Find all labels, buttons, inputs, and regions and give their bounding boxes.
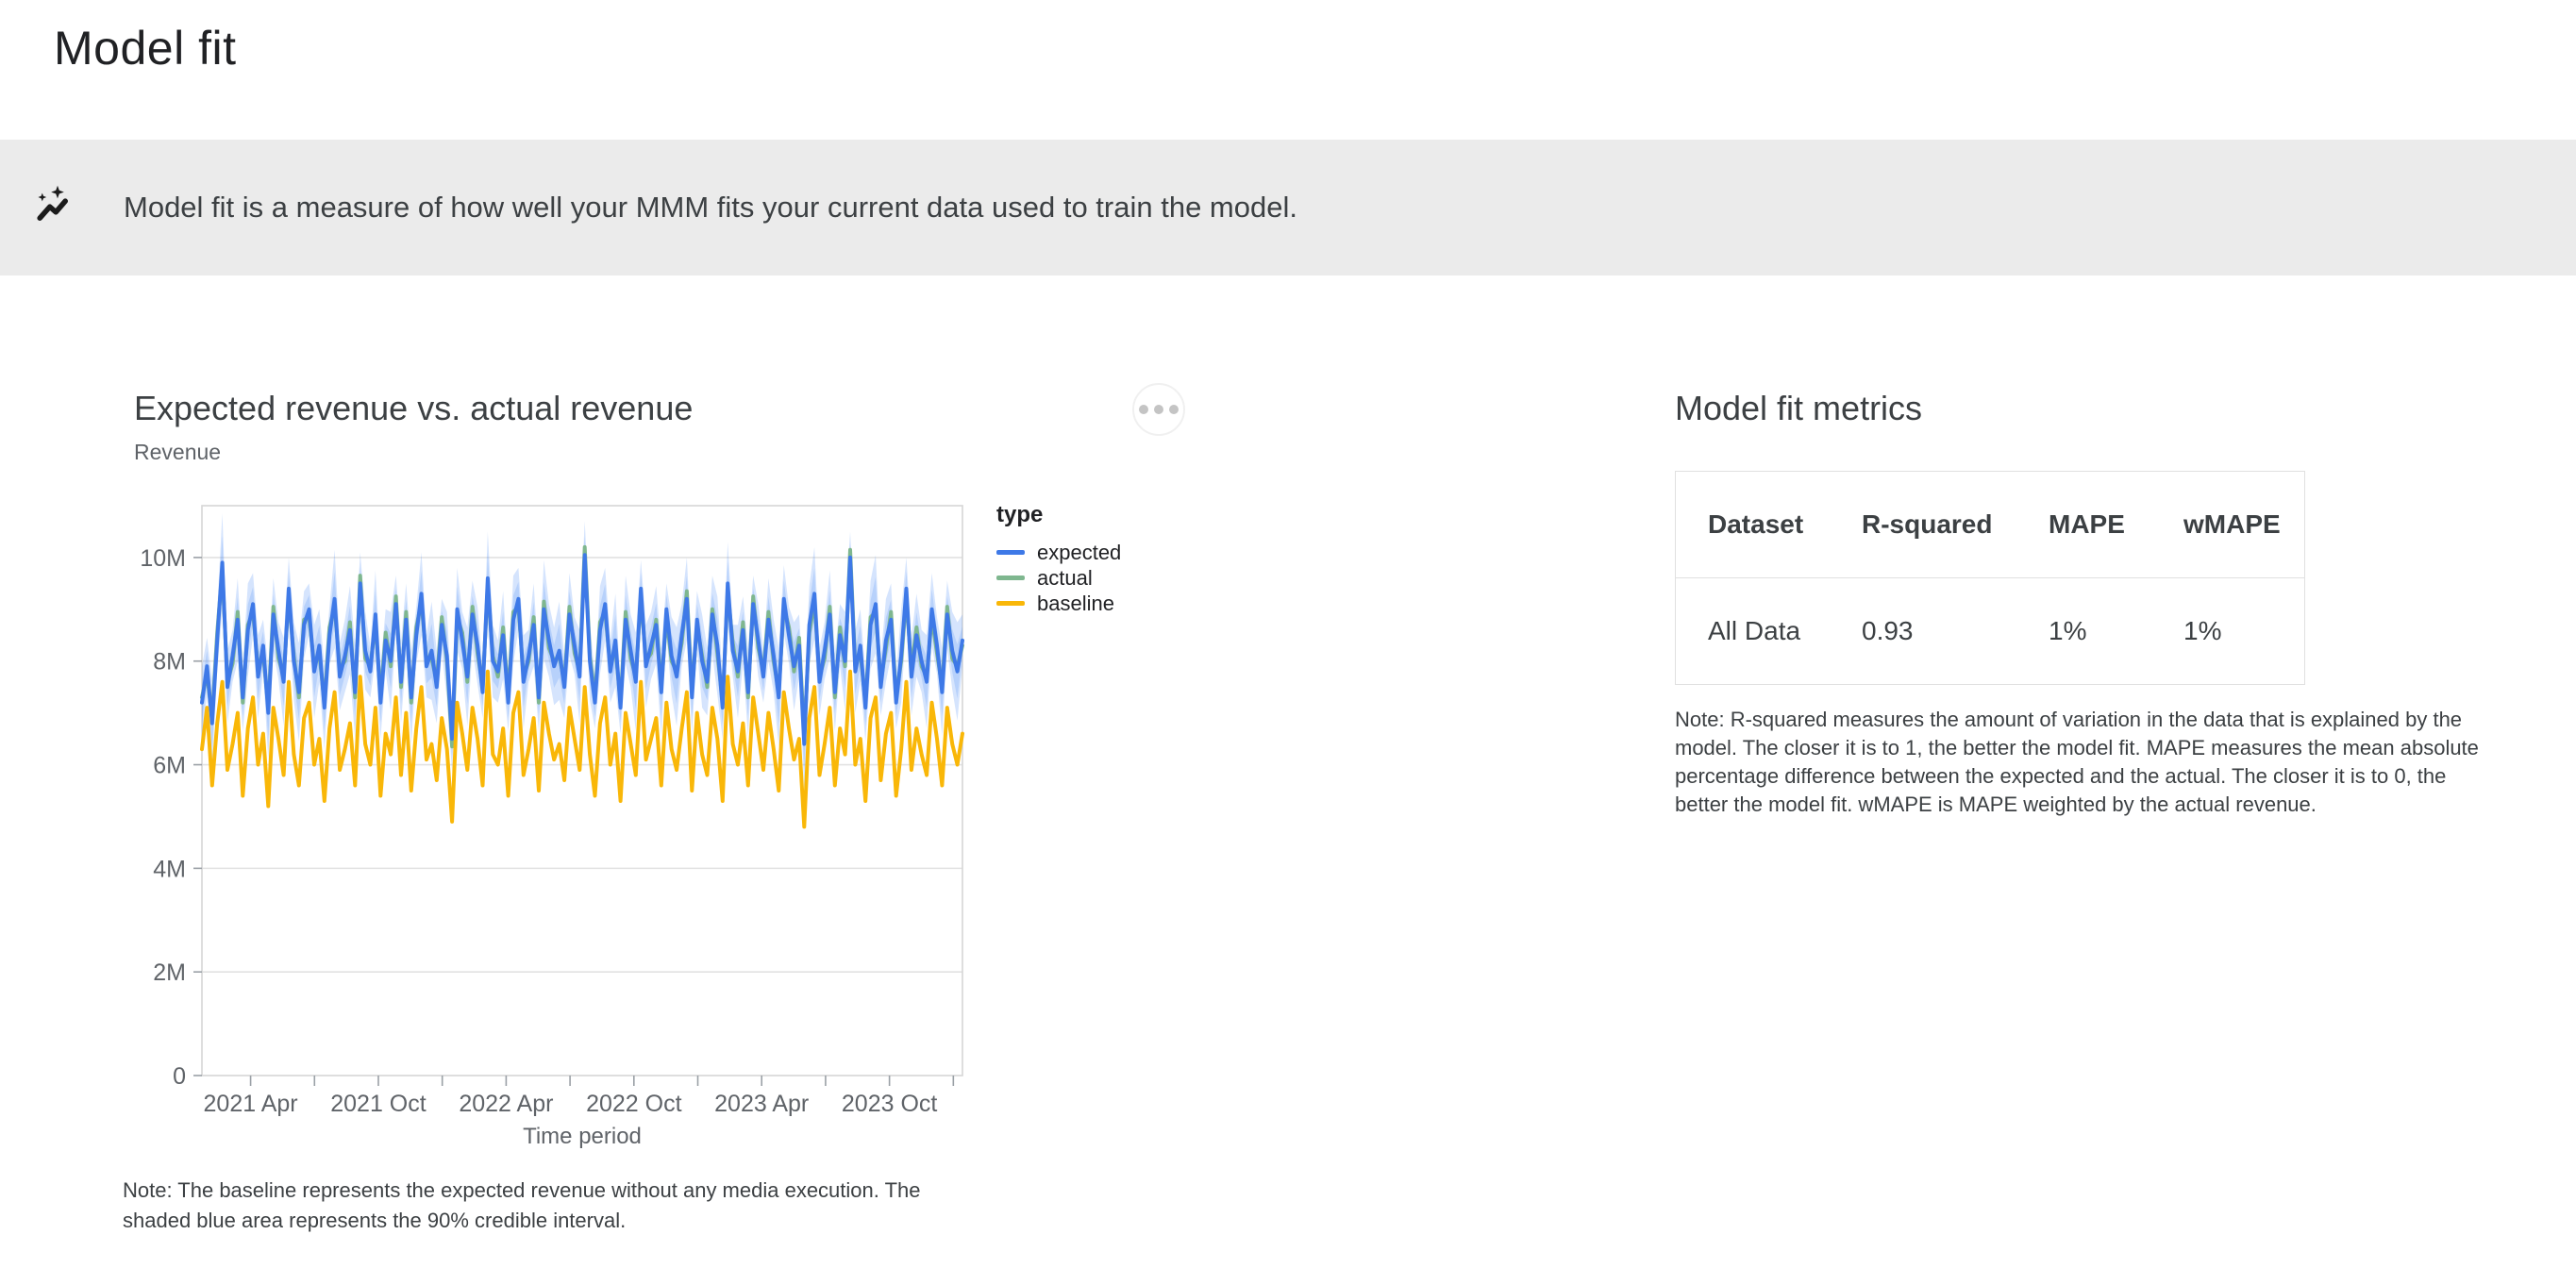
- cell-wmape: 1%: [2183, 616, 2222, 645]
- chart-y-axis-title: Revenue: [134, 440, 222, 464]
- model-fit-metrics-table: Dataset R-squared MAPE wMAPE All Data 0.…: [1675, 471, 2305, 685]
- svg-text:4M: 4M: [153, 856, 186, 882]
- svg-text:Time period: Time period: [523, 1124, 642, 1149]
- legend-title: type: [996, 502, 1044, 527]
- legend-label: expected: [1037, 540, 1122, 564]
- more-horiz-icon: [1139, 405, 1179, 414]
- legend-label: baseline: [1037, 591, 1114, 615]
- svg-text:8M: 8M: [153, 649, 186, 676]
- table-header-row: Dataset R-squared MAPE wMAPE: [1676, 472, 2304, 578]
- metrics-note: Note: R-squared measures the amount of v…: [1675, 708, 2479, 816]
- actual-swatch-icon: [996, 576, 1025, 580]
- model-fit-chart: 0 2M 4M 6M 8M 10M 2021 Apr 2021 Oct 2022 Apr 2022…: [140, 505, 964, 1149]
- chart-legend: type expected actual baseline: [996, 502, 1121, 616]
- cell-dataset: All Data: [1708, 616, 1801, 645]
- info-banner: Model fit is a measure of how well your …: [0, 140, 2576, 275]
- svg-text:2022 Oct: 2022 Oct: [586, 1091, 682, 1117]
- banner-text: Model fit is a measure of how well your …: [124, 191, 1297, 224]
- column-header-wmape: wMAPE: [2183, 509, 2281, 539]
- auto-graph-icon: [37, 185, 68, 221]
- legend-item-actual: actual: [996, 565, 1121, 591]
- svg-text:10M: 10M: [140, 545, 186, 572]
- chart-title: Expected revenue vs. actual revenue: [134, 389, 694, 427]
- expected-swatch-icon: [996, 550, 1025, 555]
- svg-text:2023 Apr: 2023 Apr: [714, 1091, 809, 1117]
- cell-r-squared: 0.93: [1862, 616, 1914, 645]
- table-row: All Data 0.93 1% 1%: [1676, 578, 2304, 684]
- legend-item-expected: expected: [996, 540, 1121, 565]
- legend-label: actual: [1037, 565, 1093, 590]
- chart-note: Note: The baseline represents the expect…: [123, 1178, 921, 1232]
- column-header-mape: MAPE: [2049, 509, 2125, 539]
- svg-text:2021 Apr: 2021 Apr: [204, 1091, 298, 1117]
- metrics-title: Model fit metrics: [1675, 389, 1923, 427]
- svg-text:0: 0: [173, 1063, 186, 1090]
- column-header-dataset: Dataset: [1708, 509, 1804, 539]
- svg-text:2022 Apr: 2022 Apr: [459, 1091, 553, 1117]
- svg-text:2021 Oct: 2021 Oct: [330, 1091, 427, 1117]
- legend-item-baseline: baseline: [996, 591, 1121, 616]
- svg-text:2M: 2M: [153, 959, 186, 986]
- cell-mape: 1%: [2049, 616, 2087, 645]
- column-header-r-squared: R-squared: [1862, 509, 1993, 539]
- baseline-swatch-icon: [996, 601, 1025, 606]
- svg-text:6M: 6M: [153, 753, 186, 779]
- chart-more-options-button[interactable]: [1132, 383, 1185, 436]
- page-title: Model fit: [54, 22, 237, 75]
- svg-text:2023 Oct: 2023 Oct: [842, 1091, 938, 1117]
